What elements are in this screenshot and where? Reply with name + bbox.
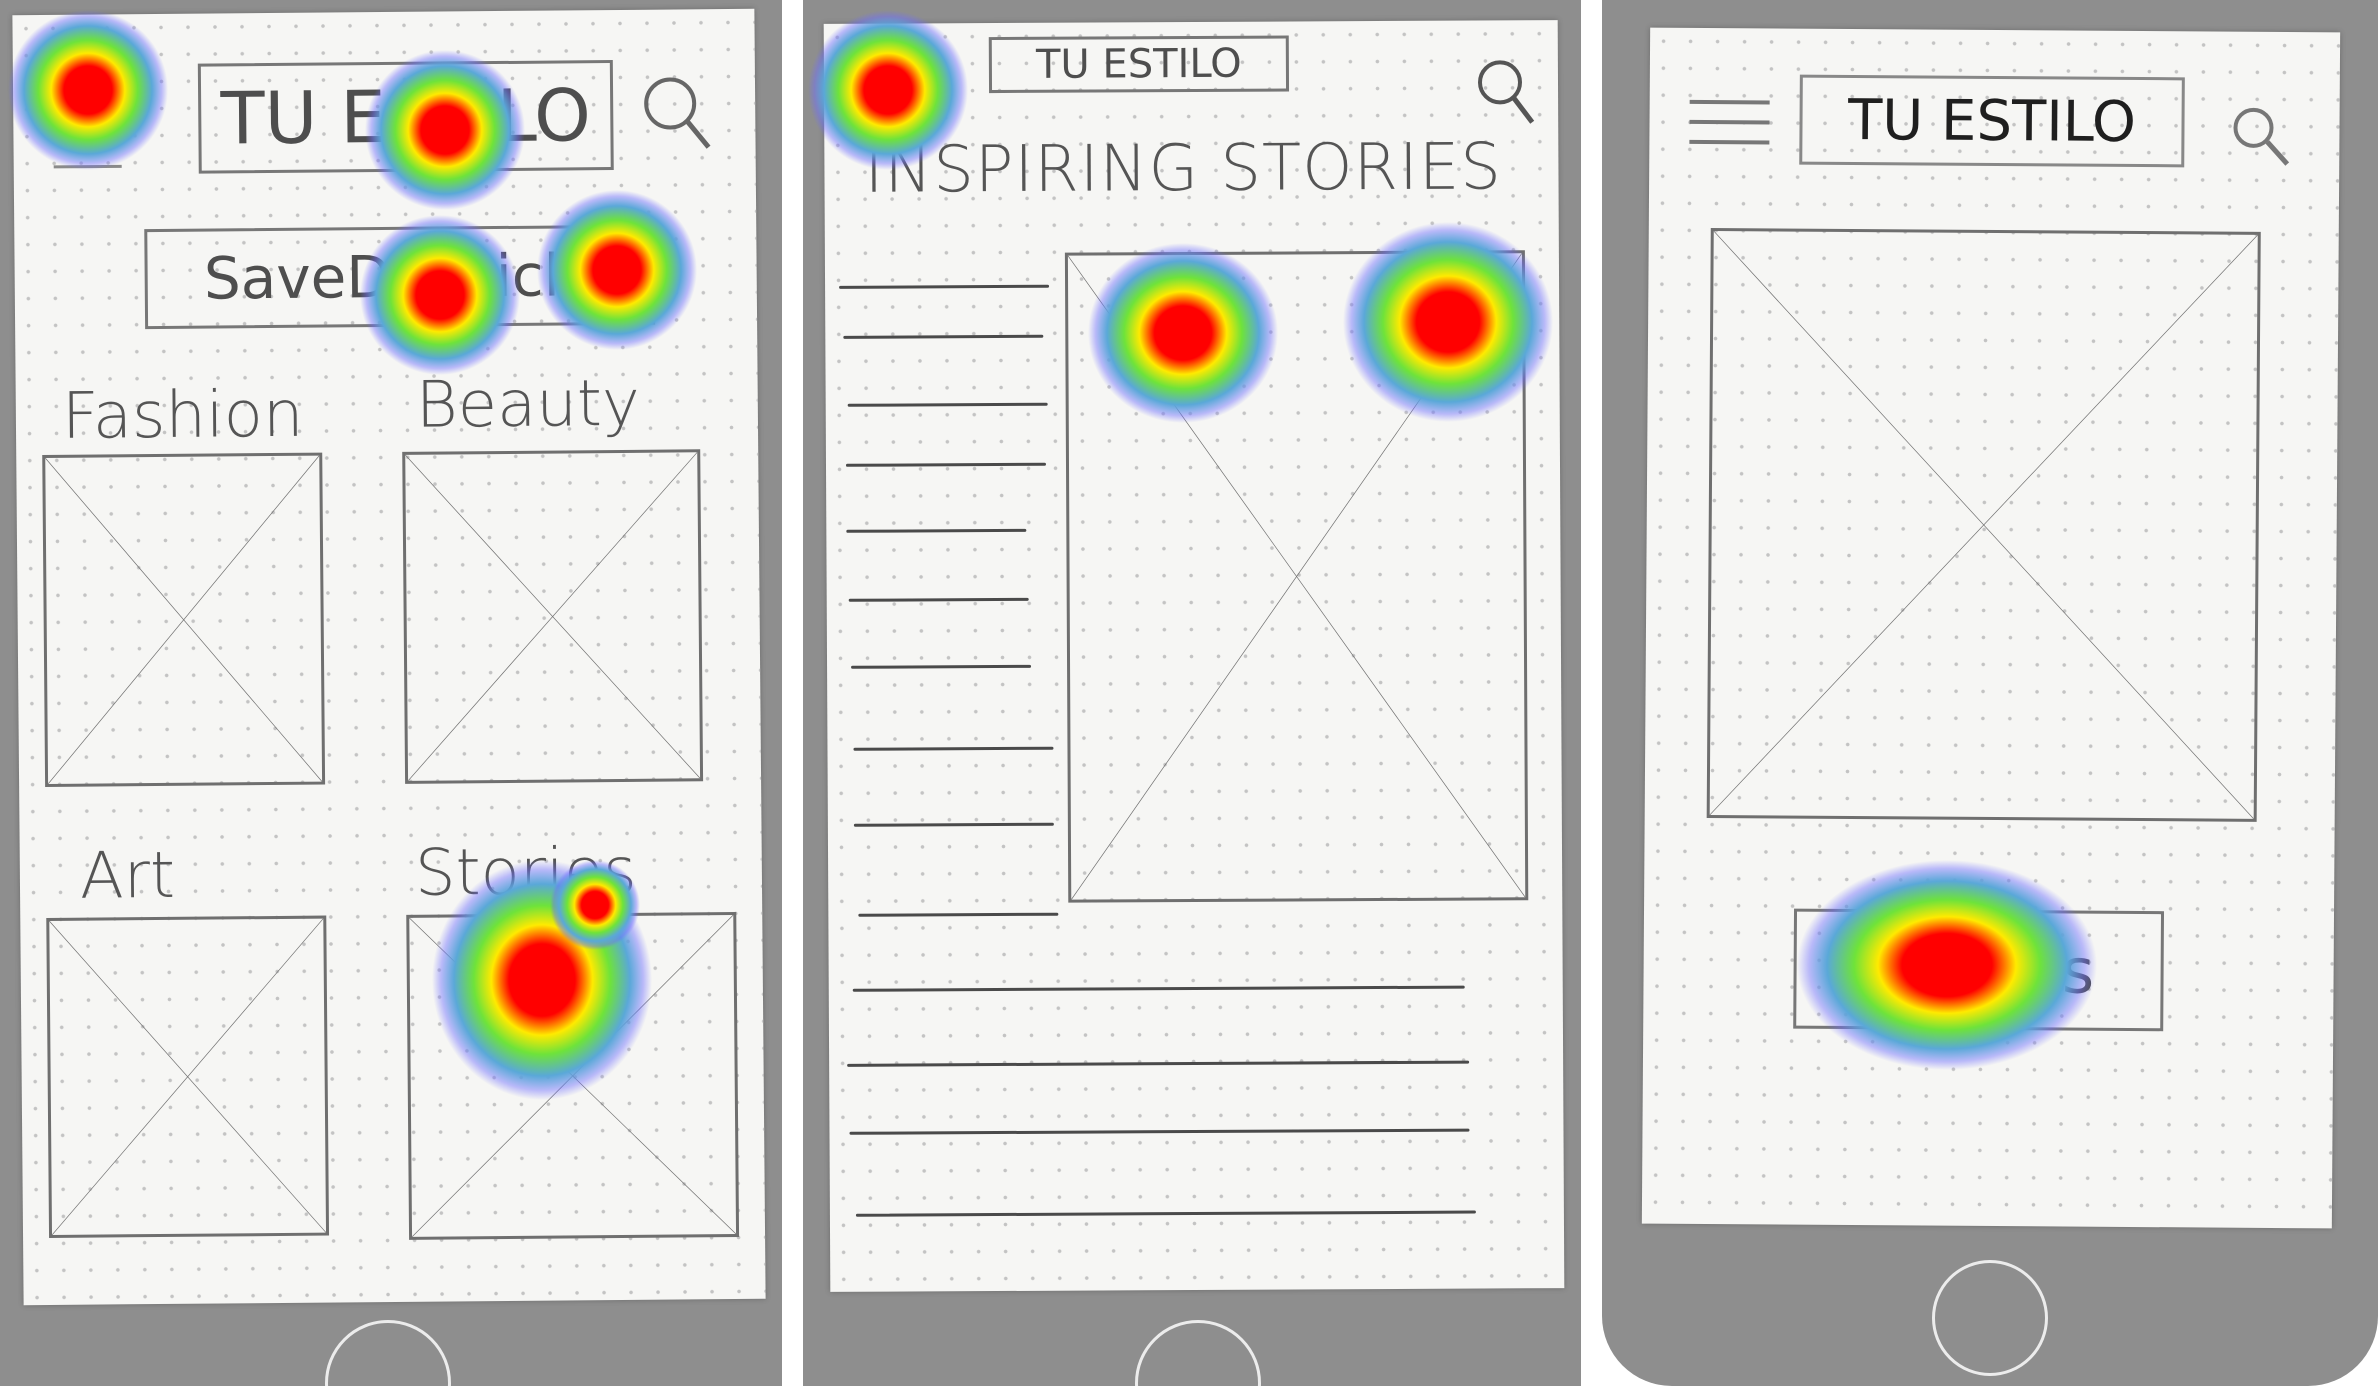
paper-sketch: TU ESTILO SaveD Article Fashion Beauty A…	[12, 8, 766, 1306]
category-label-stories: Stories	[414, 834, 637, 911]
text-line	[847, 1060, 1470, 1067]
category-label-fashion: Fashion	[61, 377, 304, 454]
search-icon[interactable]	[638, 69, 719, 155]
home-button[interactable]	[1932, 1260, 2048, 1376]
app-title: TU ESTILO	[988, 35, 1290, 94]
text-line	[853, 822, 1054, 827]
phone-screen-home: TU ESTILO SaveD Article Fashion Beauty A…	[0, 0, 782, 1386]
phone-screen-landing: TU ESTILO Articles	[1602, 0, 2378, 1386]
text-line	[846, 528, 1027, 533]
art-image-placeholder[interactable]	[46, 915, 330, 1238]
category-label-beauty: Beauty	[415, 366, 641, 443]
text-line	[839, 284, 1050, 289]
text-line	[843, 334, 1044, 339]
beauty-image-placeholder[interactable]	[402, 449, 704, 784]
home-button[interactable]	[1135, 1320, 1261, 1386]
text-line	[855, 1210, 1476, 1217]
app-title-text: TU ESTILO	[1035, 40, 1242, 88]
text-line	[847, 402, 1048, 407]
home-button[interactable]	[325, 1320, 451, 1386]
articles-button[interactable]: Articles	[1793, 908, 2165, 1032]
paper-sketch: TU ESTILO INSPIRING STORIES	[823, 20, 1565, 1292]
search-icon[interactable]	[1474, 54, 1544, 134]
hamburger-menu-icon[interactable]	[47, 74, 128, 175]
fashion-image-placeholder[interactable]	[42, 452, 326, 788]
saved-articles-label: SaveD Article	[203, 241, 596, 313]
phone-screen-stories: TU ESTILO INSPIRING STORIES	[803, 0, 1581, 1386]
stories-image-placeholder[interactable]	[406, 911, 740, 1240]
articles-button-label: Articles	[1862, 932, 2095, 1008]
saved-articles-button[interactable]: SaveD Article	[144, 224, 656, 330]
text-line	[852, 985, 1465, 992]
paper-sketch: TU ESTILO Articles	[1641, 27, 2341, 1229]
app-title-text: TU ESTILO	[220, 73, 592, 161]
text-line	[853, 746, 1054, 751]
category-label-art: Art	[79, 838, 176, 914]
app-title-text: TU ESTILO	[1847, 87, 2137, 155]
hamburger-menu-icon[interactable]	[1685, 94, 1775, 155]
text-line	[858, 912, 1059, 917]
app-title: TU ESTILO	[197, 60, 614, 174]
text-line	[849, 1128, 1470, 1135]
app-title: TU ESTILO	[1799, 74, 2185, 168]
story-image-placeholder[interactable]	[1064, 250, 1529, 903]
text-line	[851, 664, 1032, 669]
text-line	[848, 597, 1029, 602]
search-icon[interactable]	[2229, 102, 2299, 172]
hero-image-placeholder	[1706, 228, 2261, 822]
text-line	[845, 462, 1047, 467]
section-heading: INSPIRING STORIES	[864, 130, 1503, 208]
